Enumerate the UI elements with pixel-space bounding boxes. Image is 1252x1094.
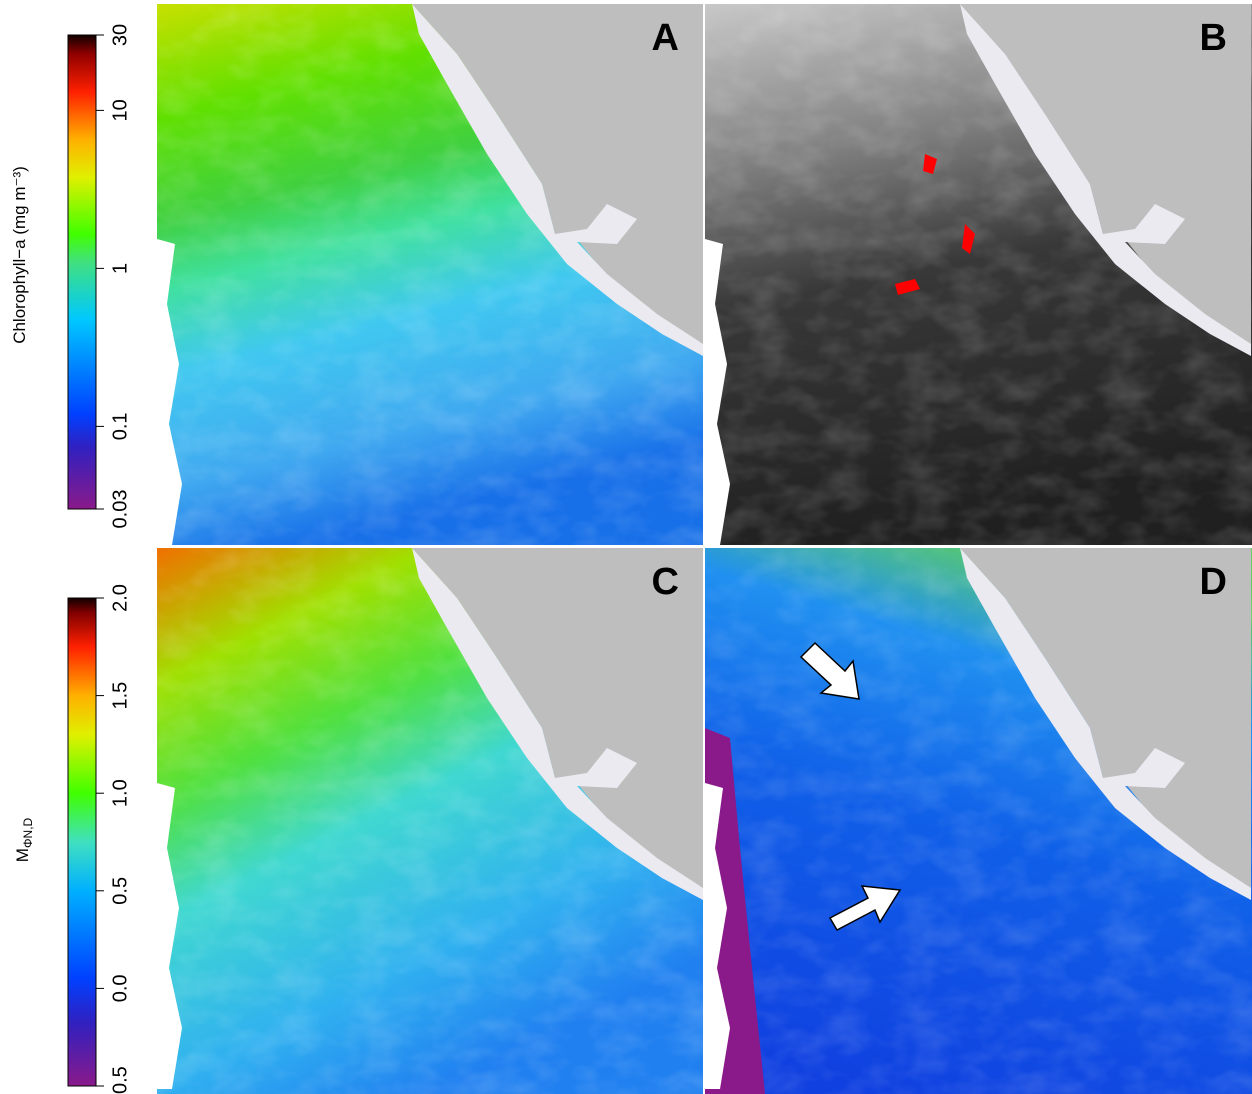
panel-a: A: [157, 4, 703, 545]
tick-label: 2.0: [109, 584, 131, 612]
panel-b: B: [705, 4, 1252, 545]
tick-label: 0.03: [109, 490, 131, 529]
figure: A B C D Chlorophyll−a (mg m⁻³) MΦN,D 0.0…: [0, 0, 1252, 1094]
tick-label: 10: [109, 99, 131, 121]
tick-label: 1.5: [109, 682, 131, 710]
tick-label: 1: [109, 263, 131, 274]
colorbar-title: Chlorophyll−a (mg m⁻³): [10, 166, 29, 344]
tick-label: 30: [109, 24, 131, 46]
page: Chlorophyll and M map panels html, body …: [0, 0, 1252, 1094]
colorbar-title-main: M: [13, 848, 32, 862]
panel-label: C: [652, 561, 679, 603]
colorbar: [68, 598, 96, 1086]
panel-label: B: [1200, 17, 1227, 59]
panel-c: C: [157, 548, 703, 1094]
colorbar-title-sub: ΦN,D: [21, 817, 35, 848]
panel-d: D: [705, 548, 1252, 1094]
panel-label: A: [652, 17, 679, 59]
tick-label: 0.5: [109, 877, 131, 905]
panel-label: D: [1200, 561, 1227, 603]
tick-label: 1.0: [109, 779, 131, 807]
colorbar: [68, 35, 96, 509]
tick-label: 0.0: [109, 974, 131, 1002]
tick-label: 0.1: [109, 412, 131, 440]
colorbar-title: MΦN,D: [13, 817, 35, 862]
body: {"colorbars": [ {"label": "Chlorophyll−a…: [0, 0, 1252, 1094]
tick-label: −0.5: [109, 1066, 131, 1094]
